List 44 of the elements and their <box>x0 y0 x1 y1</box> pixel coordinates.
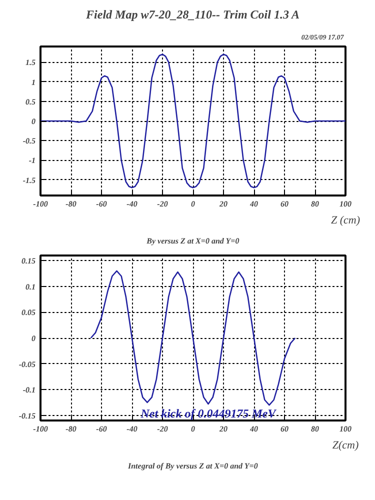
x-tick-label: 20 <box>218 200 228 208</box>
y-tick-label: 0.05 <box>22 308 36 318</box>
x-axis-title: Z(cm) <box>332 440 359 452</box>
x-tick-label: -20 <box>157 200 168 208</box>
x-tick-label: 0 <box>191 424 195 434</box>
y-tick-label: 0 <box>32 334 36 343</box>
y-tick-label: 1.5 <box>26 58 36 68</box>
x-tick-label: -60 <box>96 200 107 208</box>
x-tick-label: -100 <box>33 200 48 208</box>
y-tick-label: -0.15 <box>18 411 36 420</box>
x-tick-label: 0 <box>191 200 195 208</box>
y-tick-label: 0.5 <box>26 97 36 106</box>
y-tick-label: -0.05 <box>18 360 36 369</box>
x-tick-label: 100 <box>340 200 352 208</box>
annotation: Net kick of 0.0449175 MeV <box>140 406 277 420</box>
y-tick-label: -1.5 <box>22 176 36 185</box>
text: Integral of By versus Z at X=0 and Y=0 <box>126 462 258 470</box>
y-tick-label: 0.15 <box>22 256 36 266</box>
y-tick-label: 1 <box>32 78 36 87</box>
x-tick-label: 100 <box>340 424 352 434</box>
x-tick-label: 40 <box>249 424 258 434</box>
y-tick-label: 0.1 <box>26 282 36 292</box>
y-tick-label: -1 <box>28 156 36 166</box>
x-tick-label: 60 <box>280 424 288 434</box>
x-tick-label: -80 <box>66 424 76 434</box>
y-tick-label: 0 <box>32 117 36 126</box>
text: By versus Z at X=0 and Y=0 <box>146 236 240 246</box>
x-tick-label: 40 <box>249 200 258 208</box>
line-series <box>90 270 296 406</box>
x-tick-label: 20 <box>218 424 228 434</box>
x-tick-label: -40 <box>126 424 138 434</box>
x-tick-label: 80 <box>311 200 319 208</box>
x-tick-label: -20 <box>157 424 168 434</box>
x-axis-title: Z (cm) <box>330 214 360 226</box>
x-tick-label: -40 <box>126 200 138 208</box>
x-tick-label: 60 <box>280 200 288 208</box>
line-series <box>40 54 346 188</box>
chart-title: Field Map w7-20_28_110-- Trim Coil 1.3 A <box>85 8 300 22</box>
x-tick-label: 80 <box>311 424 319 434</box>
x-tick-label: -60 <box>96 424 107 434</box>
x-tick-label: -100 <box>33 424 48 434</box>
y-tick-label: -0.5 <box>22 136 36 146</box>
x-tick-label: -80 <box>66 200 76 208</box>
y-tick-label: -0.1 <box>22 386 36 395</box>
